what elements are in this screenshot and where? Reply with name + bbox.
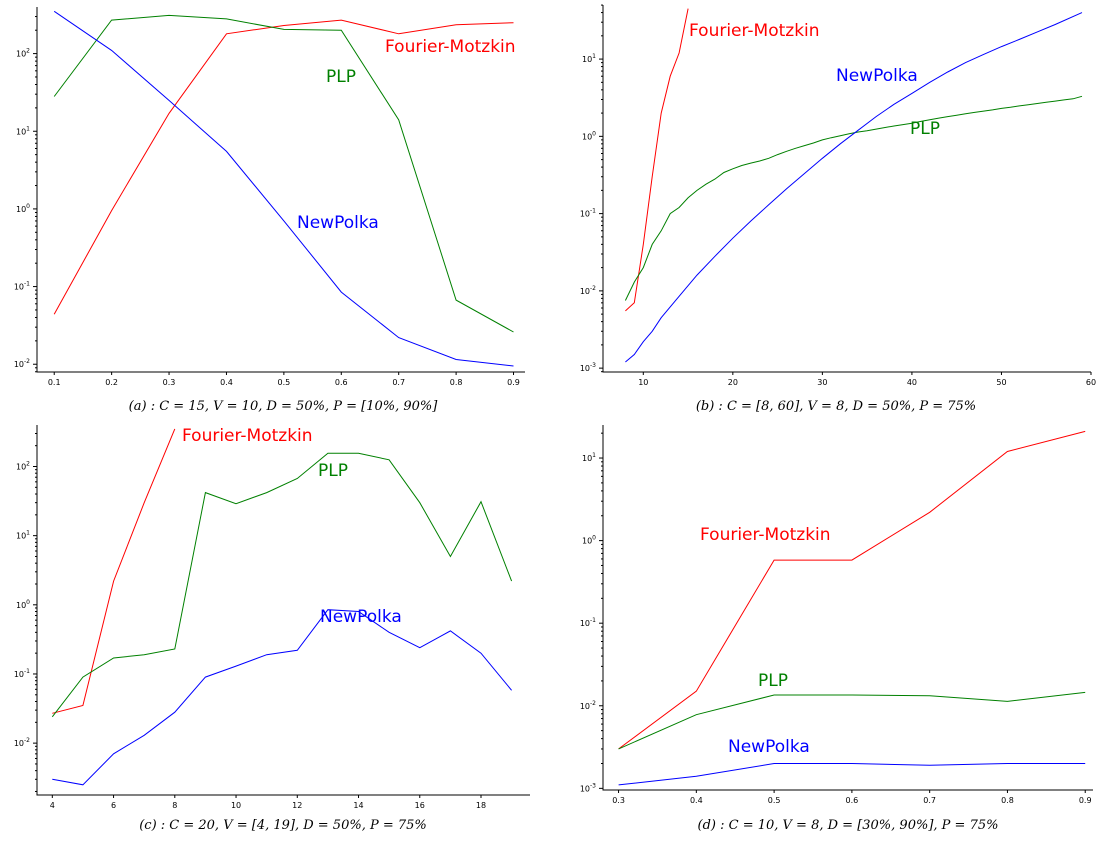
series-line-plp: [624, 95, 1083, 301]
x-tick-label: 0.1: [48, 378, 61, 387]
y-tick-label: 100: [582, 535, 596, 546]
x-tick-label: 0.9: [507, 378, 520, 387]
series-label: Fourier-Motzkin: [182, 426, 313, 446]
x-tick-label: 12: [292, 801, 302, 810]
panel-b: 10 20 30 40 50 60 10-3 10-2 10-1 100 101 Fourier-Mo…: [580, 4, 1096, 414]
x-tick-label: 20: [728, 378, 738, 387]
x-tick-label: 10: [638, 378, 648, 387]
series-label: PLP: [318, 461, 348, 481]
x-tick-label: 8: [172, 801, 177, 810]
series-line-plp: [618, 691, 1086, 750]
x-tick-label: 6: [111, 801, 116, 810]
x-tick-label: 4: [50, 801, 55, 810]
x-tick-label: 50: [996, 378, 1006, 387]
series-label: NewPolka: [836, 66, 918, 86]
y-tick-label: 101: [16, 530, 30, 541]
x-tick-label: 0.7: [923, 796, 936, 805]
series-label: PLP: [326, 67, 356, 87]
y-tick-label: 10-2: [14, 737, 30, 748]
x-tick-label: 0.2: [105, 378, 118, 387]
panel-a: 0.1 0.2 0.3 0.4 0.5 0.6 0.7 0.8 0.9 10-2 10-1 100 10…: [14, 7, 525, 414]
series-line-newpolka: [52, 609, 512, 786]
x-tick-label: 0.4: [690, 796, 703, 805]
series-label: PLP: [758, 671, 788, 691]
panel-caption: (a) : C = 15, V = 10, D = 50%, P = [10%,…: [129, 399, 439, 414]
y-tick-label: 10-3: [580, 782, 596, 793]
series-line-fourier-motzkin: [53, 19, 514, 315]
x-tick-label: 0.6: [335, 378, 348, 387]
panel-d: 0.3 0.4 0.5 0.6 0.7 0.8 0.9 10-3 10-2 10-1 100 101 F…: [580, 425, 1093, 833]
series-line-newpolka: [53, 10, 514, 367]
y-tick-label: 10-1: [14, 668, 30, 679]
series-label: NewPolka: [728, 737, 810, 757]
x-tick-label: 0.7: [392, 378, 405, 387]
x-tick-label: 14: [353, 801, 363, 810]
x-tick-label: 0.5: [768, 796, 781, 805]
axes-frame: [602, 425, 1093, 791]
y-tick-label: 10-1: [580, 617, 596, 628]
y-tick-label: 10-1: [580, 208, 596, 219]
series-label: NewPolka: [297, 213, 379, 233]
x-tick-label: 18: [476, 801, 486, 810]
series-line-newpolka: [618, 763, 1086, 786]
panel-c: 4 6 8 10 12 14 16 18 10-2 10-1 100 101 102 Fourier-Mo…: [14, 425, 530, 833]
x-tick-label: 0.9: [1079, 796, 1092, 805]
x-tick-label: 60: [1086, 378, 1096, 387]
y-tick-label: 102: [16, 460, 30, 471]
series-line-newpolka: [625, 12, 1083, 363]
series-label: NewPolka: [320, 607, 402, 627]
series-line-plp: [51, 452, 513, 718]
y-tick-label: 102: [16, 48, 30, 59]
x-tick-label: 10: [231, 801, 241, 810]
y-tick-label: 101: [582, 53, 596, 64]
y-tick-label: 10-1: [14, 281, 30, 292]
series-label: PLP: [910, 119, 940, 139]
panel-caption: (c) : C = 20, V = [4, 19], D = 50%, P = …: [139, 818, 427, 833]
series-line-plp: [53, 14, 514, 333]
y-tick-label: 10-3: [580, 362, 596, 373]
series-label: Fourier-Motzkin: [689, 21, 820, 41]
x-tick-label: 0.6: [846, 796, 859, 805]
axes-frame: [36, 7, 525, 373]
y-tick-label: 10-2: [580, 700, 596, 711]
series-line-fourier-motzkin: [618, 430, 1086, 750]
axes-frame: [36, 425, 530, 796]
y-tick-label: 10-2: [14, 358, 30, 369]
x-tick-label: 16: [415, 801, 425, 810]
y-tick-label: 100: [16, 599, 30, 610]
y-tick-label: 101: [16, 125, 30, 136]
x-tick-label: 0.3: [612, 796, 625, 805]
x-tick-label: 0.4: [220, 378, 233, 387]
series-line-fourier-motzkin: [52, 428, 176, 714]
x-tick-label: 0.8: [1001, 796, 1014, 805]
y-tick-label: 10-2: [580, 285, 596, 296]
x-tick-label: 0.5: [278, 378, 291, 387]
series-label: Fourier-Motzkin: [700, 525, 831, 545]
series-line-fourier-motzkin: [625, 8, 689, 312]
x-tick-label: 40: [907, 378, 917, 387]
x-tick-label: 0.3: [163, 378, 176, 387]
x-tick-label: 30: [817, 378, 827, 387]
y-tick-label: 101: [582, 452, 596, 463]
y-tick-label: 100: [16, 203, 30, 214]
panel-caption: (d) : C = 10, V = 8, D = [30%, 90%], P =…: [698, 818, 999, 833]
panel-caption: (b) : C = [8, 60], V = 8, D = 50%, P = 7…: [696, 399, 976, 414]
series-label: Fourier-Motzkin: [385, 37, 516, 57]
x-tick-label: 0.8: [450, 378, 463, 387]
y-tick-label: 100: [582, 130, 596, 141]
